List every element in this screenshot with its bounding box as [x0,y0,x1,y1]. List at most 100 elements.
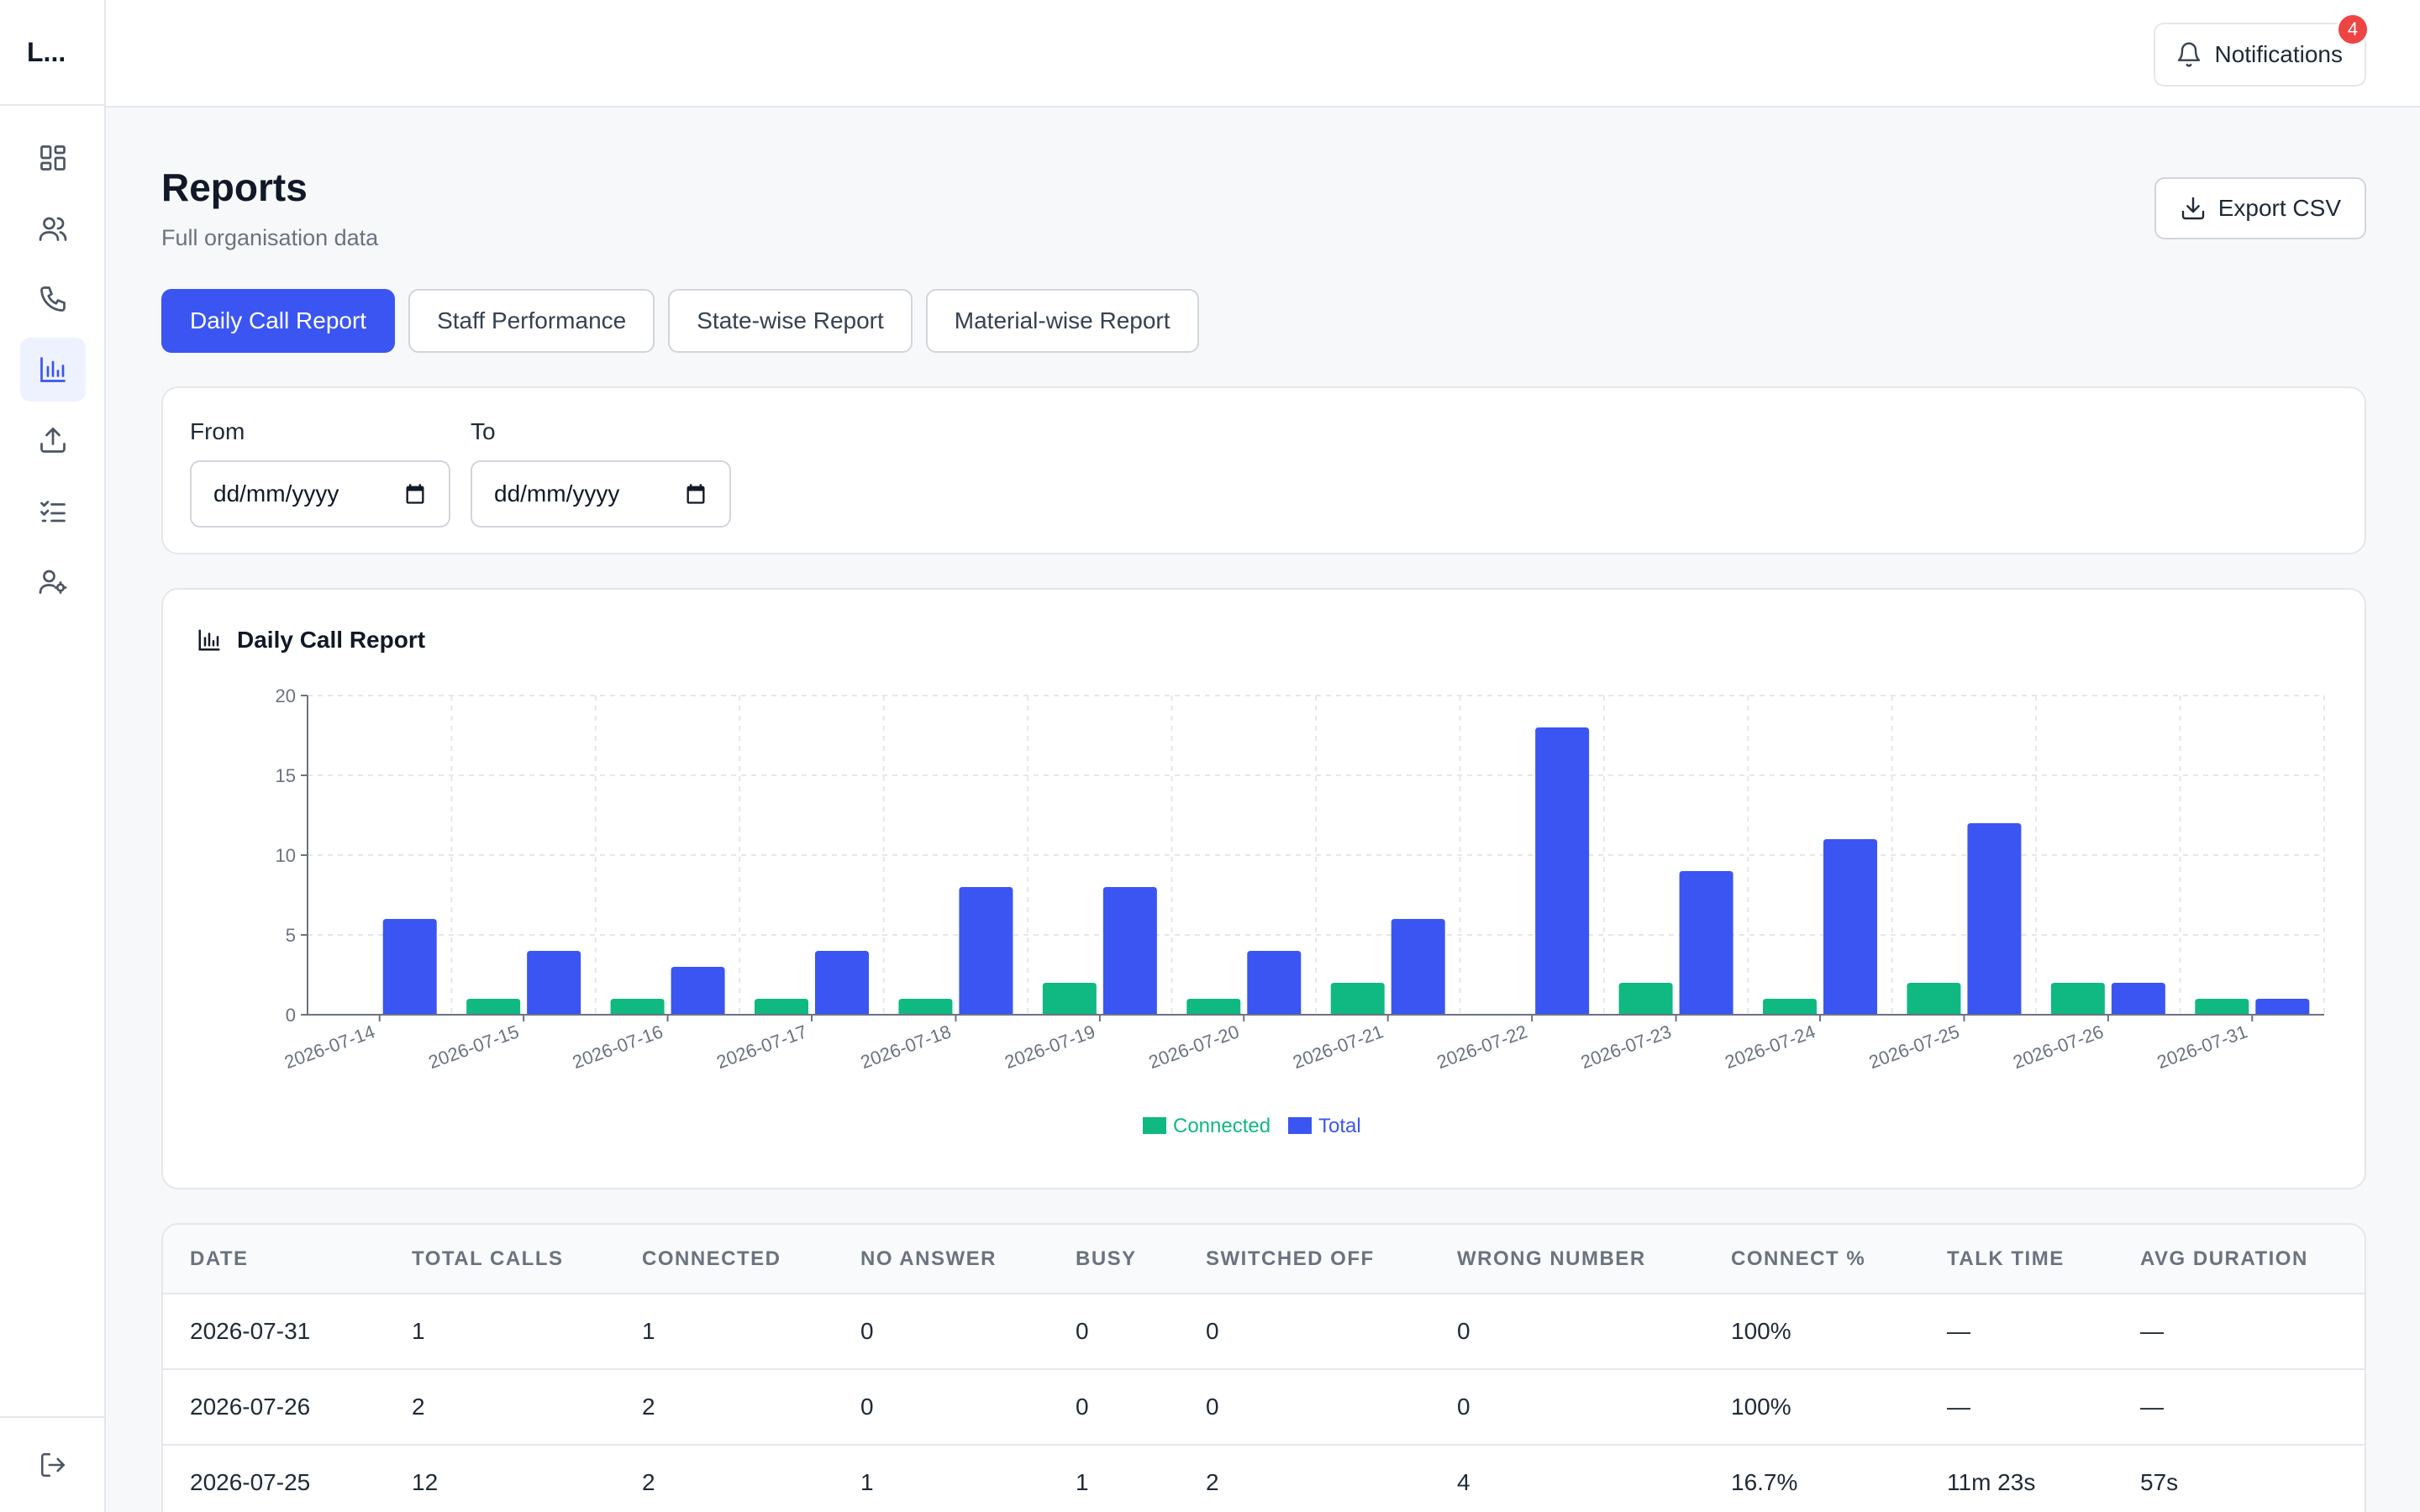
col-talk-time[interactable]: TALK TIME [1947,1247,2065,1270]
cell-avg-duration: 57s [2140,1469,2179,1495]
daily-report-table-card: DATE TOTAL CALLS CONNECTED NO ANSWER BUS… [161,1223,2366,1512]
x-tick-label: 2026-07-15 [426,1021,522,1073]
legend-label-total: Total [1318,1115,1361,1137]
page-title: Reports [161,165,308,209]
cell-busy: 0 [1076,1394,1089,1420]
cell-talk-time: — [1947,1394,1970,1420]
logout-icon [40,1452,66,1478]
table-row[interactable]: 2026-07-26 2 2 0 0 0 0 100% — — [163,1369,2365,1445]
notifications-count-badge: 4 [2336,13,2370,46]
tab-staff-performance[interactable]: Staff Performance [408,289,655,353]
y-tick-label: 0 [286,1005,296,1026]
bar-total [527,951,581,1015]
bar-connected [610,999,665,1015]
col-avg-duration[interactable]: AVG DURATION [2140,1247,2308,1270]
bar-total [1247,951,1302,1015]
sidebar-item-tasks[interactable] [20,479,86,543]
col-total-calls[interactable]: TOTAL CALLS [412,1247,564,1270]
cell-connect-percent: 100% [1731,1318,1791,1344]
from-label: From [190,418,245,444]
daily-report-table: DATE TOTAL CALLS CONNECTED NO ANSWER BUS… [163,1225,2365,1512]
sidebar: L... [0,0,106,1512]
cell-no-answer: 0 [860,1394,874,1420]
sidebar-item-dashboard[interactable] [20,126,86,190]
from-date-input[interactable]: dd/mm/yyyy [190,460,450,528]
sidebar-nav [0,126,106,620]
col-connect-percent[interactable]: CONNECT % [1731,1247,1866,1270]
bell-icon [2178,42,2201,67]
x-tick-label: 2026-07-22 [1434,1021,1530,1073]
cell-busy: 1 [1076,1469,1089,1495]
col-no-answer[interactable]: NO ANSWER [860,1247,997,1270]
bar-connected [898,999,953,1015]
sidebar-item-user-settings[interactable] [20,549,86,613]
col-date[interactable]: DATE [190,1247,249,1270]
report-tabs: Daily Call Report Staff Performance Stat… [161,289,1199,353]
logout-button[interactable] [0,1416,106,1512]
bar-connected [1763,999,1817,1015]
x-tick-label: 2026-07-17 [713,1021,809,1073]
col-connected[interactable]: CONNECTED [642,1247,781,1270]
download-icon [2181,197,2204,220]
upload-icon [40,428,66,453]
notifications-button[interactable]: Notifications 4 [2154,13,2370,87]
sidebar-item-reports[interactable] [20,338,86,402]
sidebar-item-calls[interactable] [20,267,86,331]
bar-total [382,919,437,1015]
tab-daily-call-report[interactable]: Daily Call Report [161,289,396,353]
cell-connected: 1 [642,1318,655,1344]
cell-connected: 2 [642,1469,655,1495]
cell-talk-time: — [1947,1318,1970,1344]
to-date-value: dd/mm/yyyy [494,480,620,507]
cell-wrong-number: 0 [1457,1318,1470,1344]
calendar-icon[interactable] [684,482,708,506]
x-tick-label: 2026-07-19 [1002,1021,1097,1073]
cell-no-answer: 0 [860,1318,874,1344]
daily-call-bar-chart: 0 5 10 15 20 2026-07-14 2026-07-15 2026-07-16 20… [276,685,2325,1137]
table-row[interactable]: 2026-07-31 1 1 0 0 0 0 100% — — [163,1294,2365,1369]
col-switched-off[interactable]: SWITCHED OFF [1206,1247,1375,1270]
x-tick-label: 2026-07-21 [1290,1021,1386,1073]
topbar: Notifications 4 [106,0,2420,108]
bar-connected [1186,999,1241,1015]
table-row[interactable]: 2026-07-25 12 2 1 1 2 4 16.7% 11m 23s 57… [163,1445,2365,1512]
calendar-icon[interactable] [403,482,427,506]
cell-switched-off: 0 [1206,1394,1219,1420]
bar-chart-icon [198,629,220,651]
col-busy[interactable]: BUSY [1076,1247,1137,1270]
legend-label-connected: Connected [1173,1115,1270,1137]
y-tick-label: 20 [276,685,296,706]
cell-connect-percent: 100% [1731,1394,1791,1420]
cell-switched-off: 2 [1206,1469,1219,1495]
tab-state-wise-report[interactable]: State-wise Report [668,289,913,353]
chart-title: Daily Call Report [237,627,426,653]
x-tick-label: 2026-07-16 [570,1021,666,1073]
cell-avg-duration: — [2140,1318,2164,1344]
to-label: To [471,418,496,444]
page-subtitle: Full organisation data [161,225,379,250]
bar-connected [1907,983,1961,1015]
y-tick-label: 15 [276,765,296,786]
col-wrong-number[interactable]: WRONG NUMBER [1457,1247,1646,1270]
export-csv-button[interactable]: Export CSV [2154,177,2366,239]
from-date-value: dd/mm/yyyy [213,480,339,507]
bar-connected [2050,983,2105,1015]
notifications-label: Notifications [2214,41,2343,67]
bar-total [959,887,1013,1015]
cell-wrong-number: 4 [1457,1469,1470,1495]
sidebar-item-users[interactable] [20,197,86,260]
tasks-icon [40,501,66,522]
bar-total [1102,887,1157,1015]
to-date-input[interactable]: dd/mm/yyyy [471,460,731,528]
tab-material-wise-report[interactable]: Material-wise Report [925,289,1199,353]
to-field: To dd/mm/yyyy [471,418,731,528]
bar-total [2111,983,2165,1015]
app-logo[interactable]: L... [0,0,106,106]
cell-connect-percent: 16.7% [1731,1469,1798,1495]
export-csv-label: Export CSV [2217,195,2341,221]
cell-total-calls: 12 [412,1469,439,1495]
x-tick-label: 2026-07-14 [281,1021,377,1073]
cell-date: 2026-07-25 [190,1469,311,1495]
cell-total-calls: 1 [412,1318,425,1344]
sidebar-item-upload[interactable] [20,408,86,472]
